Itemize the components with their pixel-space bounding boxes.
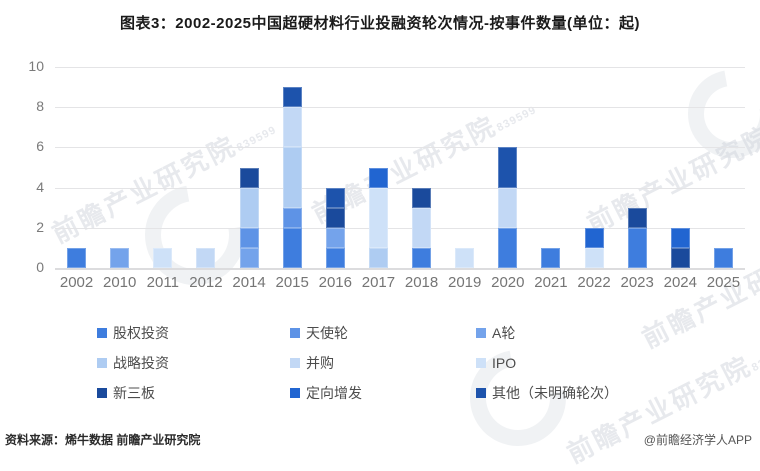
gridline-y0 xyxy=(55,268,745,270)
legend-swatch-icon xyxy=(290,358,300,368)
bar-segment-2022-ipo xyxy=(584,247,604,268)
y-axis-tick-label: 4 xyxy=(36,178,44,195)
bar-segment-2002-equity xyxy=(67,247,87,268)
bar-segment-2016-seriesA xyxy=(325,227,345,248)
x-axis-tick-label: 2016 xyxy=(318,274,352,291)
gridline-y10 xyxy=(55,67,745,68)
legend-item: A轮 xyxy=(476,324,515,342)
x-axis-tick-label: 2011 xyxy=(146,274,179,291)
bar-segment-2010-seriesA xyxy=(110,247,130,268)
bar-segment-2015-ma xyxy=(282,107,302,148)
legend-swatch-icon xyxy=(290,388,300,398)
x-axis-tick-label: 2021 xyxy=(534,274,568,291)
legend-swatch-icon xyxy=(476,328,486,338)
chart-plot-area: 0 2 4 6 8 10 2002 2010 2011 2012 2014 2015 2016 2017 2… xyxy=(28,58,745,291)
bar-segment-2018-neeq xyxy=(412,187,432,208)
bar-segment-2015-angel xyxy=(282,207,302,228)
legend-item: 股权投资 xyxy=(97,324,169,342)
bar-segment-2025-equity xyxy=(713,247,733,268)
bar-segment-2017-placement xyxy=(368,167,388,188)
footer: 资料来源：烯牛数据 前瞻产业研究院 @前瞻经济学人APP xyxy=(0,428,760,450)
x-axis-tick-label: 2002 xyxy=(59,274,94,291)
legend-swatch-icon xyxy=(290,328,300,338)
bar-segment-2020-ma xyxy=(498,187,518,228)
x-axis-tick-label: 2012 xyxy=(189,274,223,291)
bar-segment-2018-ma xyxy=(412,207,432,248)
legend-item: 天使轮 xyxy=(290,324,348,342)
legend-label: 股权投资 xyxy=(113,325,169,341)
legend-swatch-icon xyxy=(97,388,107,398)
bar-segment-2018-equity xyxy=(412,247,432,268)
x-axis-tick-label: 2022 xyxy=(577,274,611,291)
bar-segment-2016-equity xyxy=(325,247,345,268)
legend-swatch-icon xyxy=(476,358,486,368)
bar-segment-2024-placement xyxy=(670,227,690,248)
y-axis-tick-label: 6 xyxy=(36,138,44,155)
x-axis-tick-label: 2015 xyxy=(275,274,309,291)
bar-segment-2016-other xyxy=(325,187,345,208)
legend-swatch-icon xyxy=(97,358,107,368)
gridline-y6 xyxy=(55,147,745,149)
legend-label: 其他（未明确轮次） xyxy=(492,385,618,401)
legend-swatch-icon xyxy=(97,328,107,338)
legend-item: 新三板 xyxy=(97,384,155,402)
bar-segment-2020-other xyxy=(498,147,518,188)
bar-segment-2020-equity xyxy=(498,227,518,268)
bar-segment-2017-strategic xyxy=(368,247,388,268)
legend-label: 定向增发 xyxy=(306,385,362,401)
legend-item: 战略投资 xyxy=(97,354,169,372)
x-axis-tick-label: 2018 xyxy=(404,274,439,291)
legend-item: 其他（未明确轮次） xyxy=(476,384,618,402)
bar-segment-2014-neeq xyxy=(239,167,259,188)
bar-segment-2015-other xyxy=(282,87,302,108)
bar-segment-2014-angel xyxy=(239,227,259,248)
x-axis-tick-label: 2019 xyxy=(448,274,482,291)
chart-legend: 股权投资 天使轮 A轮战略投资 并购 IPO 新三板 定向增发 其他（未明确轮次） xyxy=(0,316,760,416)
legend-item: 定向增发 xyxy=(290,384,362,402)
bar-segment-2015-strategic xyxy=(282,147,302,208)
bar-segment-2023-equity xyxy=(627,227,647,268)
bar-segment-2012-ma xyxy=(196,247,216,268)
y-axis-tick-label: 2 xyxy=(36,218,44,235)
bar-segment-2016-neeq xyxy=(325,207,345,228)
bar-segment-2024-neeq xyxy=(670,247,690,268)
x-axis-tick-label: 2023 xyxy=(620,274,654,291)
bar-segment-2015-equity xyxy=(282,227,302,268)
legend-label: 并购 xyxy=(306,355,334,371)
source-note: 资料来源：烯牛数据 前瞻产业研究院 xyxy=(5,433,201,447)
bar-segment-2022-placement xyxy=(584,227,604,248)
legend-swatch-icon xyxy=(476,388,486,398)
bar-segment-2021-equity xyxy=(541,247,561,268)
x-axis-tick-label: 2017 xyxy=(361,274,396,291)
bar-segment-2011-ipo xyxy=(153,247,173,268)
x-axis-tick-label: 2020 xyxy=(491,274,525,291)
legend-label: A轮 xyxy=(492,325,516,341)
y-axis-tick-label: 0 xyxy=(36,259,44,275)
gridline-y4 xyxy=(55,187,745,189)
y-axis-tick-label: 10 xyxy=(28,58,44,74)
y-axis-tick-label: 8 xyxy=(36,98,44,115)
bar-segment-2023-neeq xyxy=(627,207,647,228)
legend-item: IPO xyxy=(476,354,516,372)
x-axis-tick-label: 2024 xyxy=(663,274,697,291)
credit-note: @前瞻经济学人APP xyxy=(643,433,752,447)
bar-segment-2017-ipo xyxy=(368,187,388,248)
legend-item: 并购 xyxy=(290,354,334,372)
bar-segment-2014-strategic xyxy=(239,187,259,228)
legend-label: IPO xyxy=(492,355,517,371)
x-axis-tick-label: 2010 xyxy=(103,274,137,291)
legend-label: 战略投资 xyxy=(113,355,169,371)
bar-segment-2019-ipo xyxy=(455,247,475,268)
x-axis-tick-label: 2025 xyxy=(706,274,741,291)
legend-label: 天使轮 xyxy=(306,325,348,341)
x-axis-tick-label: 2014 xyxy=(232,274,266,291)
legend-label: 新三板 xyxy=(113,385,155,401)
chart-title: 图表3：2002-2025中国超硬材料行业投融资轮次情况-按事件数量(单位：起) xyxy=(119,15,641,32)
bar-segment-2014-seriesA xyxy=(239,247,259,268)
gridline-y2 xyxy=(55,227,745,229)
gridline-y8 xyxy=(55,107,745,109)
